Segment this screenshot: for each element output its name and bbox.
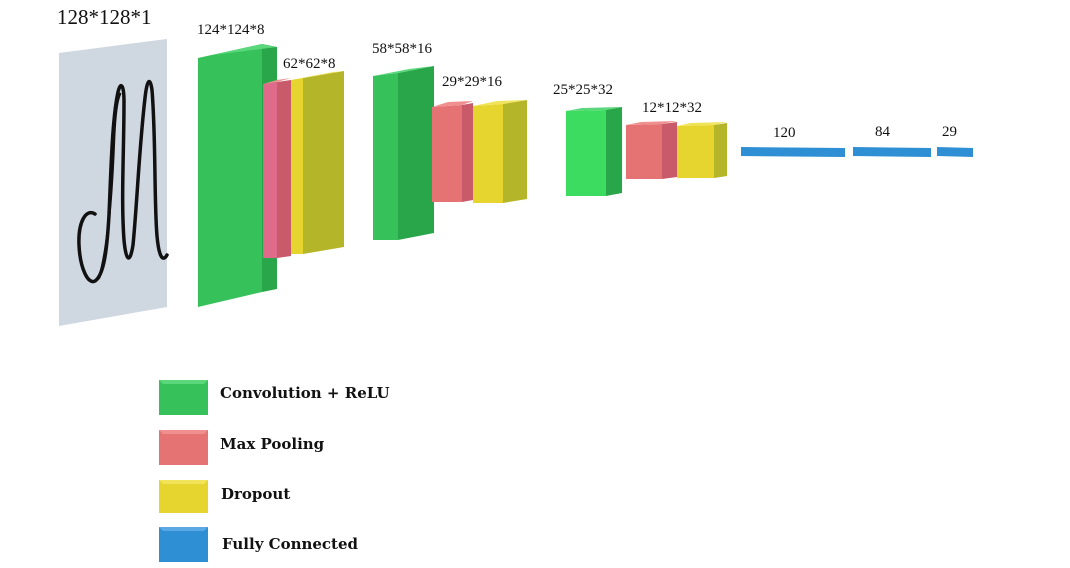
dropout2-label: 29*29*16 xyxy=(442,74,503,90)
fc3-label: 29 xyxy=(942,124,957,140)
legend: Convolution + ReLU Max Pooling Dropout F… xyxy=(159,380,390,562)
fc3-bar xyxy=(937,147,973,157)
conv2-label: 58*58*16 xyxy=(372,41,433,57)
legend-swatch-fc-top xyxy=(159,527,208,531)
pool1-side xyxy=(277,80,291,258)
legend-item-conv: Convolution + ReLU xyxy=(159,380,390,415)
input-size-label: 128*128*1 xyxy=(57,5,152,29)
layer-dropout2: 29*29*16 xyxy=(442,74,527,203)
pool3-top xyxy=(626,121,677,125)
conv2-top xyxy=(373,66,434,76)
layer-dropout1: 62*62*8 xyxy=(283,56,344,254)
fc1-label: 120 xyxy=(773,125,796,141)
pool3-front xyxy=(626,124,662,179)
pool1-front xyxy=(263,82,277,258)
layer-fc3: 29 xyxy=(937,124,973,157)
pool3-side xyxy=(662,122,677,179)
layer-pool2 xyxy=(432,101,473,202)
pool2-top xyxy=(432,101,473,107)
legend-item-pool: Max Pooling xyxy=(159,430,325,465)
input-image: 128*128*1 xyxy=(57,5,169,326)
legend-swatch-dropout xyxy=(159,480,208,513)
conv3-side xyxy=(606,107,622,196)
layer-conv3: 25*25*32 xyxy=(553,82,622,196)
conv2-side xyxy=(398,66,434,240)
legend-label-dropout: Dropout xyxy=(221,485,290,503)
dropout1-label: 62*62*8 xyxy=(283,56,336,72)
conv3-label: 25*25*32 xyxy=(553,82,613,98)
legend-label-conv: Convolution + ReLU xyxy=(220,384,390,402)
fc2-label: 84 xyxy=(875,124,891,140)
handwritten-m-glyph-stroke2 xyxy=(97,92,122,280)
legend-swatch-pool xyxy=(159,430,208,465)
drop3-top xyxy=(677,122,727,126)
legend-label-pool: Max Pooling xyxy=(220,435,325,453)
layer-pool1 xyxy=(263,78,291,258)
legend-swatch-conv-top xyxy=(159,380,208,384)
pool2-side xyxy=(462,103,473,202)
legend-item-dropout: Dropout xyxy=(159,480,290,513)
drop2-side xyxy=(503,100,527,203)
conv3-top xyxy=(566,107,622,111)
drop1-front xyxy=(291,78,303,254)
pool1-top xyxy=(263,78,291,84)
legend-swatch-conv xyxy=(159,380,208,415)
drop1-side xyxy=(303,71,344,254)
legend-swatch-fc xyxy=(159,527,208,562)
conv3-front xyxy=(566,110,606,196)
layer-fc1: 120 xyxy=(741,125,845,157)
conv1-top xyxy=(198,44,277,58)
handwritten-m-glyph xyxy=(77,79,169,284)
conv2-front xyxy=(373,73,398,240)
drop1-top xyxy=(291,71,344,80)
layer-conv2: 58*58*16 xyxy=(372,41,434,240)
legend-swatch-dropout-top xyxy=(159,480,208,484)
conv1-front xyxy=(198,44,262,307)
layer-pool3 xyxy=(626,121,677,179)
dropout3-label: 12*12*32 xyxy=(642,100,702,116)
conv1-label: 124*124*8 xyxy=(197,22,265,38)
layer-dropout3: 12*12*32 xyxy=(642,100,727,178)
legend-label-fc: Fully Connected xyxy=(222,535,359,553)
fc2-bar xyxy=(853,147,931,157)
drop2-front xyxy=(473,104,503,203)
drop3-side xyxy=(714,123,727,178)
drop2-top xyxy=(473,100,527,106)
drop3-front xyxy=(677,125,714,178)
pool2-front xyxy=(432,105,462,202)
legend-swatch-pool-top xyxy=(159,430,208,434)
fc1-bar xyxy=(741,147,845,157)
legend-item-fc: Fully Connected xyxy=(159,527,359,562)
layer-fc2: 84 xyxy=(853,124,931,157)
